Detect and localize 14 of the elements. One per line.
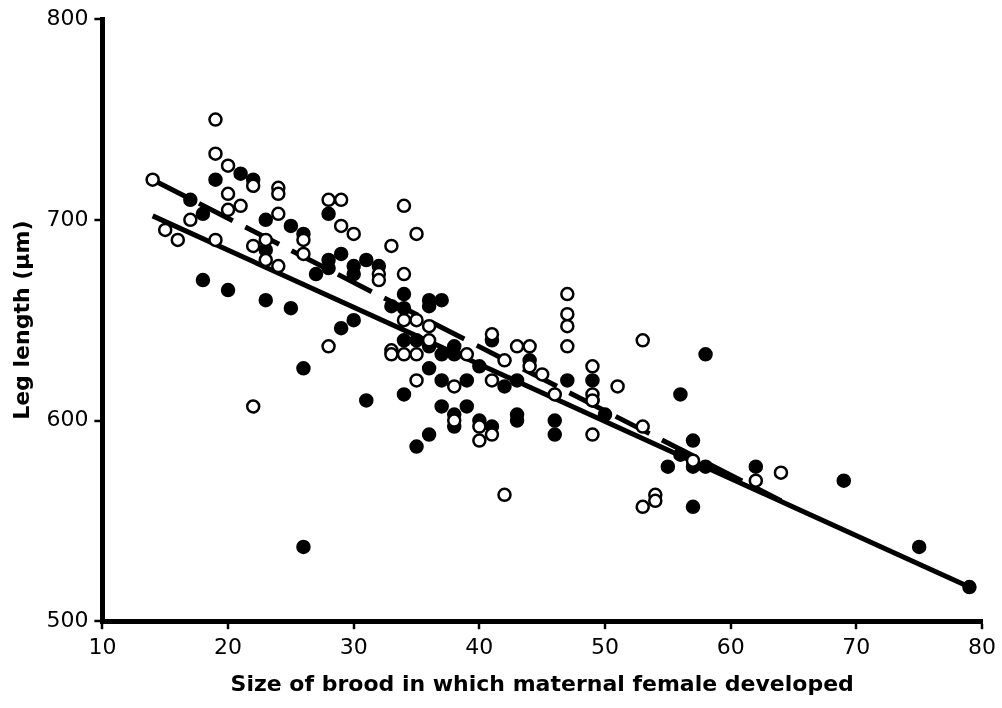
y-axis-title: Leg length (µm) [8, 220, 34, 420]
y-tick-label: 800 [46, 4, 89, 30]
x-tick-label: 30 [339, 634, 368, 660]
x-tick-label: 60 [716, 634, 745, 660]
x-tick-label: 50 [591, 634, 620, 660]
y-tick-label: 500 [46, 606, 89, 632]
x-axis-title: Size of brood in which maternal female developed [230, 670, 854, 696]
x-tick-label: 80 [968, 634, 996, 660]
x-tick-label: 70 [842, 634, 871, 660]
x-tick-label: 10 [88, 634, 117, 660]
x-tick-label: 20 [214, 634, 243, 660]
x-tick-label: 40 [465, 634, 494, 660]
y-tick-label: 600 [46, 406, 89, 432]
y-tick-label: 700 [46, 205, 89, 231]
